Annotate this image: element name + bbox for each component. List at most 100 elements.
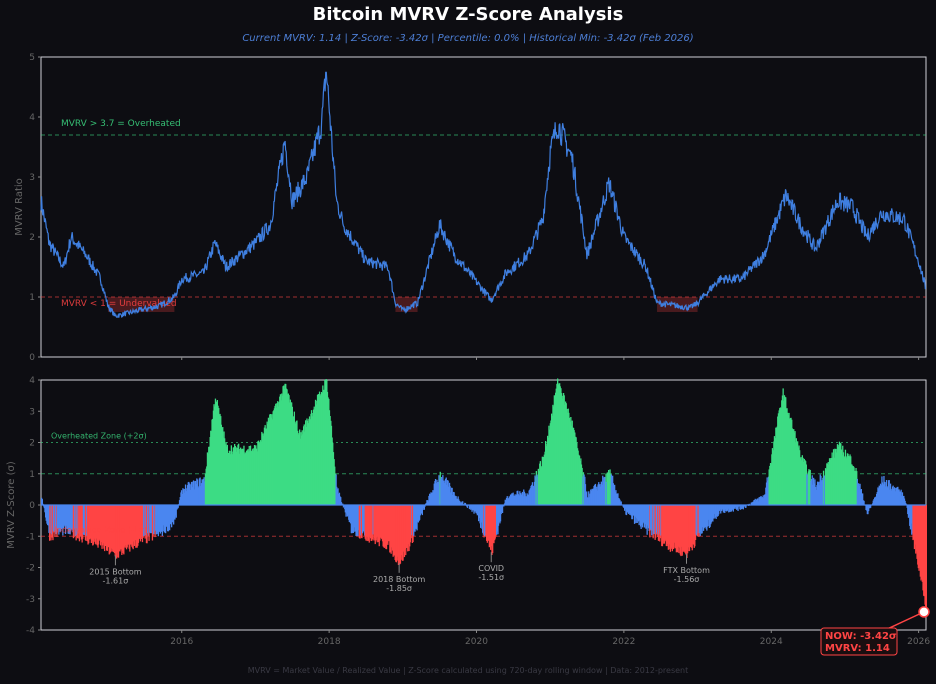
zscore-bar: [680, 505, 682, 557]
zscore-bar: [480, 505, 482, 528]
zscore-bar: [392, 505, 394, 557]
zscore-bar: [60, 505, 62, 532]
zscore-bar: [534, 475, 536, 505]
zscore-bar: [352, 505, 354, 533]
zscore-bar: [240, 449, 242, 505]
zscore-bar: [319, 395, 321, 505]
zscore-bar: [622, 505, 624, 508]
zscore-bar: [211, 419, 213, 505]
zscore-bar: [664, 505, 666, 542]
zscore-bar: [870, 505, 872, 508]
zscore-bar: [557, 383, 559, 505]
zscore-bar: [427, 501, 429, 505]
zscore-bar: [389, 505, 392, 544]
zscore-bar: [815, 490, 817, 505]
zscore-bar: [150, 505, 152, 533]
zscore-bar: [417, 505, 419, 523]
zscore-bar: [141, 505, 144, 543]
zscore-bar: [505, 497, 508, 505]
zscore-bar: [130, 505, 132, 545]
zscore-bar: [893, 488, 895, 505]
zscore-bar: [595, 489, 597, 505]
zscore-bar: [188, 481, 190, 505]
zscore-bar: [234, 444, 236, 505]
zscore-bar: [182, 489, 185, 505]
zscore-bar: [442, 475, 444, 505]
zscore-bar: [123, 505, 126, 547]
zscore-bar: [706, 505, 708, 531]
zscore-bar: [743, 505, 745, 507]
zscore-bar: [224, 444, 226, 505]
zscore-bar: [113, 505, 115, 553]
zscore-bar: [543, 454, 545, 505]
zscore-bar: [712, 505, 715, 517]
zscore-bar: [476, 505, 478, 516]
zscore-bar: [640, 505, 642, 529]
zscore-bar: [460, 502, 463, 505]
zscore-bar: [489, 505, 491, 547]
zscore-bar: [47, 505, 49, 526]
zscore-bar: [121, 505, 124, 551]
zscore-bar: [452, 491, 455, 505]
zscore-bar: [836, 444, 839, 505]
zscore-bar: [642, 505, 644, 522]
zscore-bar: [580, 464, 583, 505]
zscore-bar: [141, 505, 143, 539]
zscore-bar: [133, 505, 136, 546]
zscore-bar: [682, 505, 684, 552]
zscore-bar: [721, 505, 723, 511]
zscore-bar: [722, 505, 724, 510]
zscore-bar: [767, 480, 769, 505]
zscore-bar: [824, 468, 827, 505]
zscore-bar: [63, 505, 65, 525]
zscore-bar: [178, 500, 181, 505]
zscore-bar: [824, 475, 826, 505]
zscore-bar: [854, 471, 856, 505]
zscore-bar: [55, 505, 57, 535]
zscore-bar: [440, 479, 442, 505]
zscore-bar: [183, 488, 185, 505]
zscore-bar: [233, 447, 235, 505]
zscore-bar: [271, 419, 274, 505]
zscore-bar: [56, 505, 59, 529]
zscore-bar: [243, 454, 246, 505]
zscore-bar: [601, 484, 603, 505]
zscore-bar: [147, 505, 149, 534]
zscore-bar: [501, 505, 504, 513]
zscore-bar: [673, 505, 675, 543]
zscore-bar: [633, 505, 636, 524]
zscore-bar: [423, 505, 425, 510]
now-pointer: [884, 611, 925, 631]
zscore-bar: [364, 505, 366, 539]
zscore-bar: [237, 444, 239, 505]
y-tick-label: -2: [26, 564, 35, 574]
zscore-bar: [899, 496, 902, 505]
zscore-bar: [69, 505, 71, 535]
zscore-bar: [586, 491, 588, 505]
zscore-bar: [794, 431, 796, 505]
zscore-bar: [444, 478, 447, 505]
zscore-bar: [192, 481, 194, 505]
y-tick-label: 1: [29, 470, 35, 480]
zscore-bar: [600, 481, 602, 505]
zscore-bar: [498, 505, 500, 522]
zscore-bar: [407, 505, 409, 545]
zscore-bar: [720, 505, 722, 514]
zscore-bar: [50, 505, 53, 535]
zscore-bar: [110, 505, 112, 549]
zscore-bar: [217, 405, 219, 505]
zscore-bar: [143, 505, 145, 537]
zscore-bar: [395, 505, 397, 562]
zscore-bar: [745, 505, 747, 508]
zscore-bar: [323, 389, 325, 505]
zscore-bar: [301, 430, 303, 505]
zscore-bar: [118, 505, 120, 551]
annotation-label: COVID: [478, 564, 504, 573]
zscore-bar: [499, 505, 502, 522]
zscore-bar: [623, 505, 625, 508]
zscore-bar: [379, 505, 381, 541]
zscore-bar: [614, 484, 616, 505]
zscore-bar: [226, 446, 228, 505]
zscore-bar: [74, 505, 77, 537]
